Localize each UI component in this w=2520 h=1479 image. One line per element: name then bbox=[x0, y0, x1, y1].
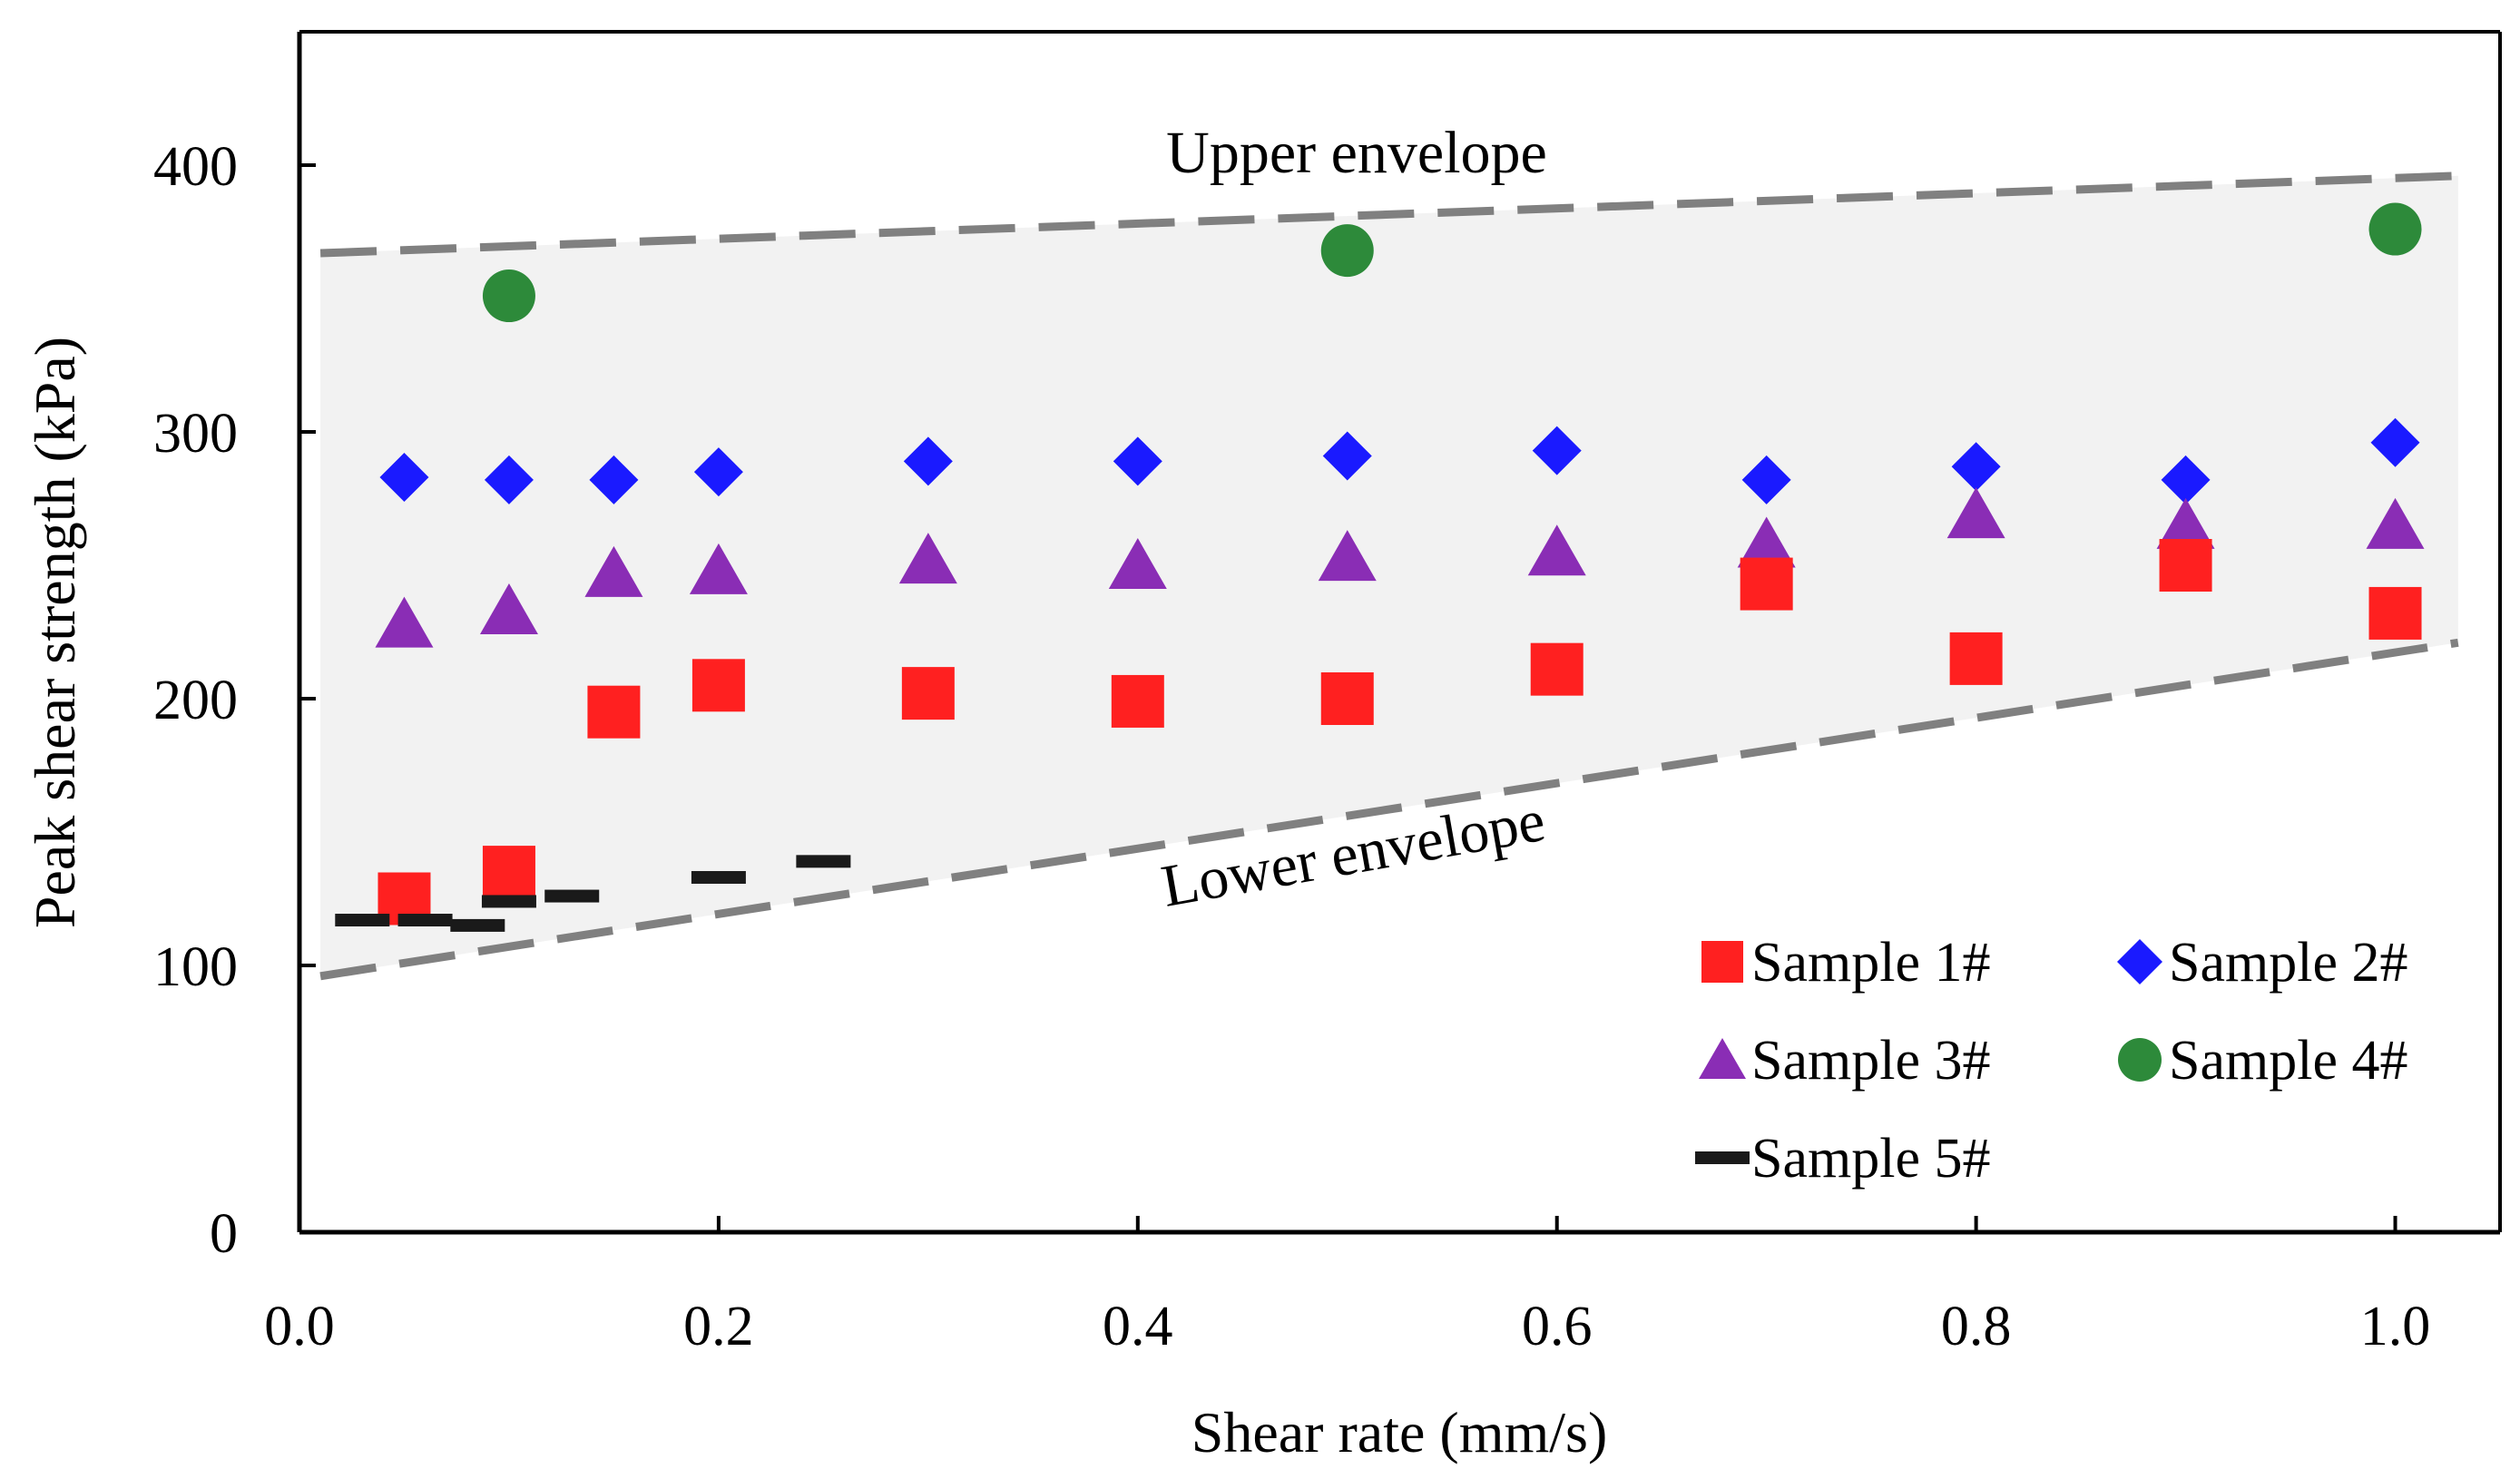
data-point bbox=[397, 914, 453, 927]
data-point bbox=[450, 918, 505, 932]
legend-item: Sample 5# bbox=[1695, 1128, 1990, 1190]
data-point bbox=[693, 447, 743, 497]
data-point bbox=[482, 269, 535, 323]
data-point bbox=[1320, 672, 1374, 725]
data-point bbox=[1108, 538, 1167, 589]
legend-marker bbox=[2117, 939, 2162, 984]
legend-label: Sample 5# bbox=[1751, 1128, 1990, 1190]
data-point bbox=[903, 436, 953, 486]
data-point bbox=[689, 543, 748, 594]
data-point bbox=[1737, 516, 1796, 568]
x-axis-title: Shear rate (mm/s) bbox=[1191, 1400, 1608, 1464]
data-point bbox=[1532, 426, 1582, 475]
y-tick-label: 400 bbox=[153, 136, 238, 198]
x-tick-label: 0.2 bbox=[683, 1296, 754, 1357]
data-point bbox=[1949, 632, 2003, 685]
data-point bbox=[1318, 530, 1377, 582]
data-point bbox=[1111, 674, 1164, 728]
y-tick-label: 200 bbox=[153, 670, 238, 731]
y-axis-title: Peak shear strength (kPa) bbox=[23, 337, 87, 928]
data-point bbox=[2370, 417, 2420, 467]
series-sample-5- bbox=[335, 855, 851, 932]
legend-label: Sample 3# bbox=[1751, 1030, 1990, 1092]
legend-label: Sample 2# bbox=[2169, 932, 2407, 994]
data-point bbox=[484, 455, 534, 504]
legend-item: Sample 4# bbox=[2118, 1030, 2407, 1092]
x-tick-label: 0.0 bbox=[264, 1296, 335, 1357]
data-point bbox=[1740, 557, 1793, 611]
legend-marker bbox=[1695, 1151, 1750, 1164]
x-tick-label: 1.0 bbox=[2360, 1296, 2431, 1357]
axis-ticks: 0.0 0.2 0.4 0.6 0.8 1.0 0 100 200 300 400 bbox=[153, 136, 2430, 1357]
series-sample-2- bbox=[379, 417, 2420, 504]
data-point bbox=[1946, 487, 2005, 539]
legend-marker bbox=[1701, 941, 1743, 983]
data-marks bbox=[335, 202, 2425, 932]
lower-envelope-line bbox=[319, 638, 2459, 981]
data-point bbox=[691, 870, 746, 884]
legend-item: Sample 1# bbox=[1701, 932, 1990, 994]
legend: Sample 1# Sample 2# Sample 3# Sample 4# Samp… bbox=[1695, 932, 2407, 1190]
series-sample-3- bbox=[375, 487, 2425, 648]
y-tick-label: 300 bbox=[153, 403, 238, 465]
upper-envelope-label: Upper envelope bbox=[1166, 120, 1547, 186]
data-point bbox=[2156, 497, 2215, 549]
legend-item: Sample 2# bbox=[2117, 932, 2407, 994]
data-point bbox=[379, 452, 429, 502]
upper-envelope-line bbox=[319, 171, 2458, 258]
data-point bbox=[335, 914, 390, 927]
data-point bbox=[1741, 455, 1791, 504]
data-point bbox=[479, 583, 538, 634]
data-point bbox=[898, 533, 957, 584]
y-tick-label: 100 bbox=[153, 936, 238, 998]
data-point bbox=[901, 667, 955, 720]
data-point bbox=[1527, 524, 1586, 576]
legend-label: Sample 1# bbox=[1751, 932, 1990, 994]
x-tick-label: 0.4 bbox=[1103, 1296, 1173, 1357]
data-point bbox=[2368, 586, 2422, 640]
data-point bbox=[1113, 436, 1162, 486]
data-point bbox=[1322, 431, 1372, 481]
data-point bbox=[691, 659, 745, 712]
x-tick-label: 0.8 bbox=[1941, 1296, 2012, 1357]
data-point bbox=[584, 545, 643, 597]
data-point bbox=[796, 855, 851, 868]
envelope-band bbox=[320, 175, 2458, 976]
data-point bbox=[375, 596, 434, 648]
data-point bbox=[1951, 442, 2001, 492]
legend-label: Sample 4# bbox=[2169, 1030, 2407, 1092]
data-point bbox=[589, 455, 639, 504]
data-point bbox=[2368, 202, 2422, 256]
y-tick-label: 0 bbox=[210, 1203, 238, 1265]
data-point bbox=[587, 685, 641, 739]
data-point bbox=[1530, 642, 1584, 696]
data-point bbox=[2161, 455, 2211, 504]
legend-marker bbox=[1699, 1038, 1746, 1079]
data-point bbox=[482, 846, 535, 899]
data-point bbox=[481, 895, 536, 908]
data-point bbox=[544, 889, 600, 903]
data-point bbox=[2159, 539, 2212, 592]
data-point bbox=[1320, 224, 1374, 278]
x-tick-label: 0.6 bbox=[1522, 1296, 1593, 1357]
data-point bbox=[2366, 497, 2425, 549]
series-sample-1- bbox=[378, 539, 2422, 926]
legend-marker bbox=[2118, 1038, 2162, 1082]
legend-item: Sample 3# bbox=[1699, 1030, 1990, 1092]
series-sample-4- bbox=[482, 202, 2422, 323]
